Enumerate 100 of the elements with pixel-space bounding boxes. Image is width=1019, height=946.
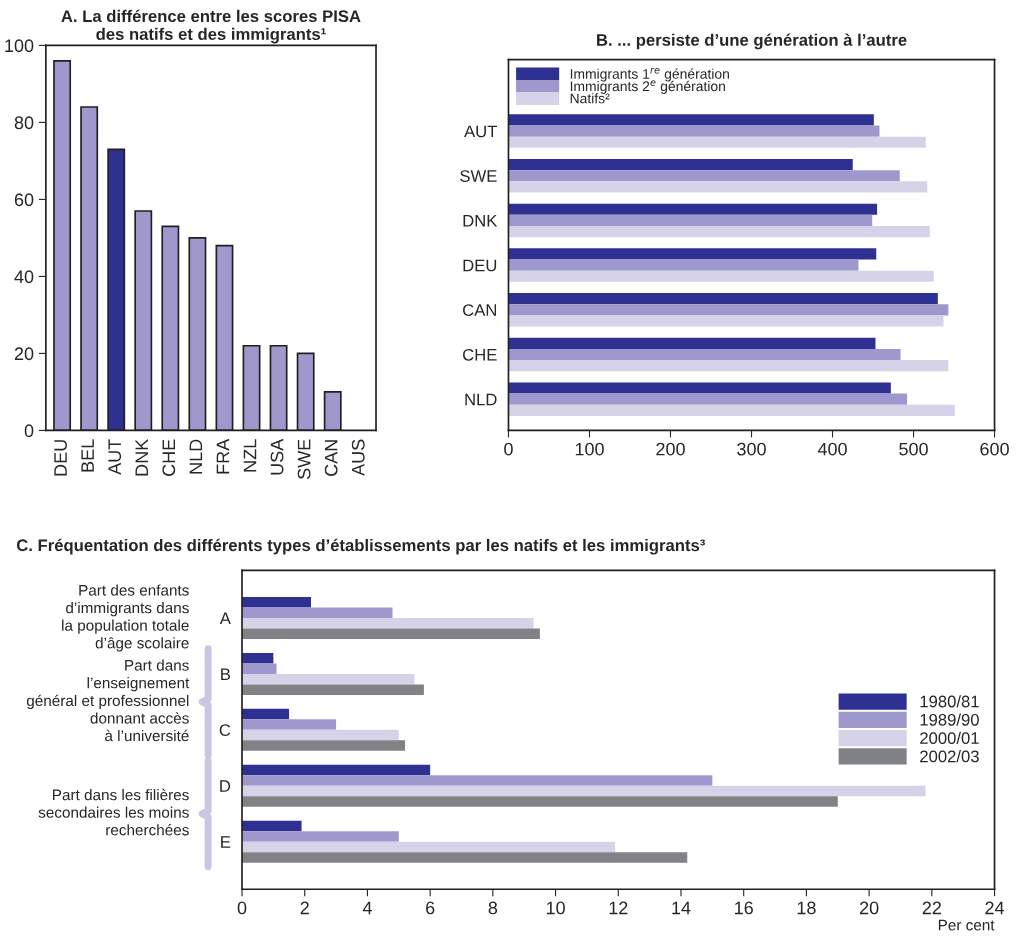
x-tick-label: 500 [899, 442, 928, 456]
bar [508, 360, 949, 372]
bar [242, 820, 302, 832]
x-tick-label: NLD [189, 439, 203, 474]
bar [242, 719, 337, 730]
x-tick-label: 22 [922, 901, 941, 915]
x-tick-label: 2 [300, 901, 309, 915]
bar [242, 729, 399, 741]
legend-label: Natifs² [570, 93, 610, 104]
x-tick-label: 200 [656, 442, 685, 456]
text: Part dans l’enseignement général et professionnel donnant accès à l’université [26, 659, 190, 742]
bar [508, 136, 926, 148]
x-tick-label: 0 [237, 901, 247, 915]
x-tick-label: 18 [797, 901, 816, 915]
bar [242, 831, 399, 842]
bar [508, 159, 853, 171]
bar [508, 203, 878, 215]
y-tick-label: DNK [463, 215, 498, 227]
x-tick-label: 24 [985, 901, 1005, 915]
x-tick-label: 300 [737, 442, 766, 456]
text: Part des enfants d’immigrants dans la population totale d’âge scolaire [62, 584, 189, 652]
x-tick-label: SWE [297, 439, 311, 480]
bar [242, 663, 277, 674]
bar [242, 852, 688, 863]
y-tick-label: 80 [14, 116, 34, 130]
x-axis-title: Per cent [938, 919, 995, 931]
bar [508, 393, 908, 405]
x-tick-label: 14 [672, 901, 691, 915]
bar [508, 337, 876, 349]
bar [508, 214, 873, 227]
bar [242, 607, 393, 618]
y-tick-label: A [219, 612, 231, 625]
y-tick-label: SWE [460, 170, 497, 182]
text: Part dans les filières secondaires les moins recherchées [38, 788, 189, 836]
legend-label: 2000/01 [920, 731, 979, 744]
bar [508, 404, 955, 416]
bar [242, 708, 290, 720]
x-tick-label: 10 [546, 901, 565, 915]
bar [508, 304, 949, 316]
y-tick-label: NLD [465, 393, 497, 406]
y-tick-label: CHE [463, 348, 497, 361]
legend-label: 1989/90 [920, 713, 979, 726]
x-tick-label: 8 [488, 901, 498, 915]
bar [242, 652, 274, 664]
bar [508, 114, 874, 126]
y-tick-label: DEU [463, 259, 497, 272]
y-tick-label: 100 [5, 39, 34, 53]
legend-label: Immigrants 2$^{e}$ génération [570, 80, 725, 94]
x-tick-label: AUS [351, 439, 365, 476]
bar [242, 796, 838, 807]
x-tick-label: 6 [426, 901, 435, 915]
bar [508, 315, 944, 327]
bar [508, 348, 901, 361]
bar [242, 684, 424, 695]
bar [508, 125, 880, 137]
x-tick-label: 16 [735, 901, 753, 915]
x-tick-label: BEL [81, 439, 94, 472]
chart-title: A. La différence entre les scores PISA des natifs et des immigrants¹ [61, 9, 361, 44]
x-tick-label: CAN [324, 440, 338, 476]
bar [242, 628, 540, 639]
bar [242, 740, 406, 751]
y-tick-label: E [221, 836, 231, 848]
bar [242, 673, 415, 685]
chart-title: C. Fréquentation des différents types d’établissements par les natifs et les immigrants³ [16, 538, 705, 555]
bar [508, 181, 928, 193]
x-tick-label: 20 [859, 901, 879, 915]
x-tick-label: 4 [362, 901, 372, 915]
bar [508, 170, 900, 182]
y-tick-label: 60 [14, 193, 34, 207]
x-tick-label: 400 [817, 442, 847, 456]
bar [242, 785, 926, 797]
bar [242, 597, 311, 608]
bar [242, 775, 713, 786]
bar [242, 764, 431, 776]
y-tick-label: CAN [463, 304, 497, 316]
x-tick-label: DEU [54, 440, 67, 476]
bar [508, 226, 930, 238]
y-tick-label: B [221, 668, 231, 680]
bar [242, 841, 616, 853]
x-tick-label: DNK [135, 438, 148, 476]
legend-label: 2002/03 [920, 750, 979, 763]
x-tick-label: 12 [609, 901, 628, 915]
x-tick-label: 0 [504, 442, 513, 456]
y-tick-label: 0 [24, 424, 34, 438]
x-tick-label: CHE [162, 439, 176, 476]
x-tick-label: FRA [216, 438, 230, 474]
x-tick-label: 600 [980, 442, 1009, 456]
bar [508, 248, 877, 260]
x-tick-label: 100 [575, 442, 604, 456]
y-tick-label: C [219, 724, 231, 737]
y-tick-label: D [220, 780, 231, 792]
legend-label: 1980/81 [920, 695, 979, 708]
x-tick-label: NZL [243, 439, 257, 472]
y-tick-label: 40 [14, 270, 34, 284]
bar [508, 382, 891, 394]
bar [508, 259, 859, 271]
bar [242, 617, 534, 629]
bar [508, 293, 938, 305]
y-tick-label: 20 [14, 347, 34, 361]
chart-title: B. ... persiste d’une génération à l’autre [597, 33, 907, 50]
